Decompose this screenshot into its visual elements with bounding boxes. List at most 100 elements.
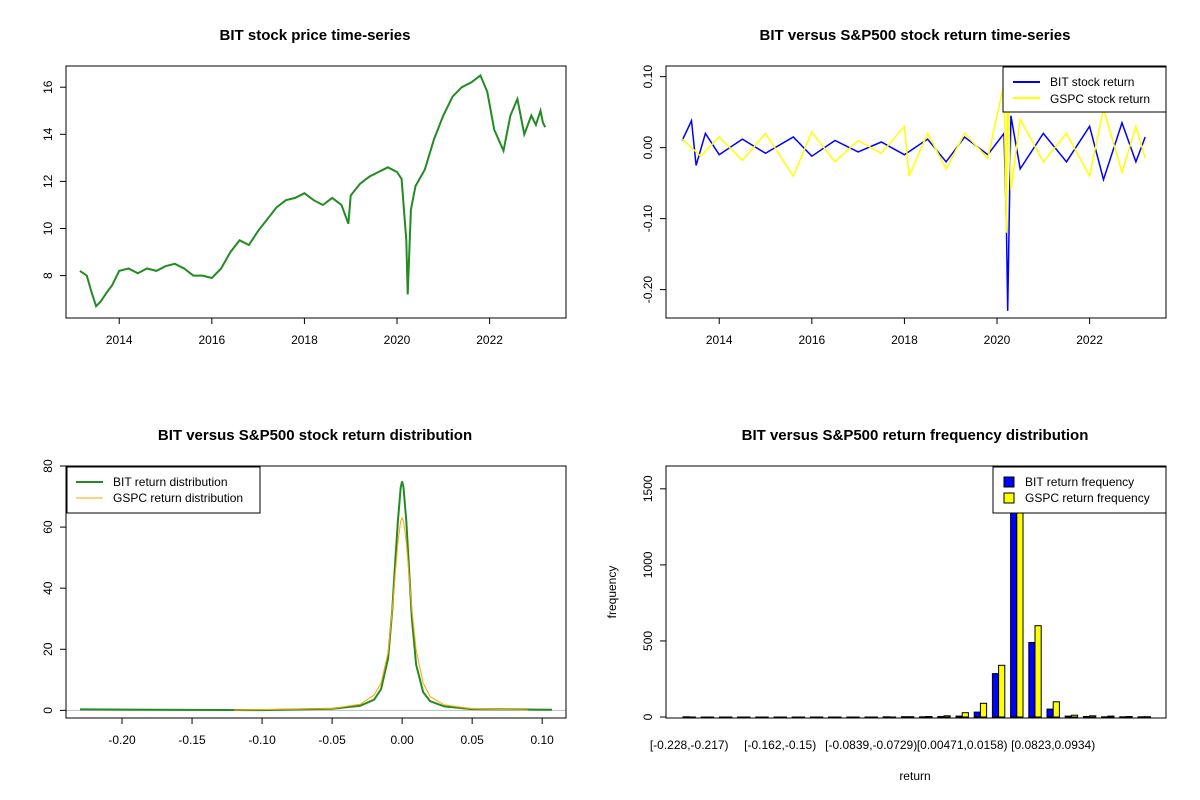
legend-label: GSPC return distribution: [113, 491, 243, 505]
bar-gspc: [779, 716, 787, 718]
bar-gspc: [761, 716, 769, 718]
x-tick-label: 0.10: [531, 733, 555, 747]
series-line-bit-price: [79, 73, 547, 309]
legend: BIT stock return GSPC stock return: [1002, 66, 1167, 113]
chart-title: BIT versus S&P500 return frequency distr…: [742, 427, 1089, 444]
bar-gspc: [834, 716, 842, 718]
bar-gspc: [725, 716, 733, 718]
bar-bit: [682, 716, 690, 718]
y-tick-label: 60: [41, 520, 55, 534]
bar-gspc: [979, 702, 988, 718]
bar-bit: [755, 716, 763, 718]
legend-box: [1002, 66, 1167, 113]
x-category-label: [0.00471,0.0158): [917, 738, 1008, 752]
legend-swatch-bit: [1003, 476, 1015, 488]
y-tick-label: 16: [41, 80, 55, 94]
legend-label: GSPC return frequency: [1025, 491, 1150, 505]
bar-gspc: [1016, 480, 1024, 718]
bar-gspc: [743, 716, 751, 718]
x-tick-label: -0.05: [318, 733, 346, 747]
x-tick-label: 2014: [106, 333, 133, 347]
bar-bit: [900, 716, 909, 718]
x-tick-label: 2020: [384, 333, 411, 347]
series-line-gspc-return: [681, 80, 1146, 233]
x-axis-label: return: [899, 769, 930, 783]
bar-bit: [1064, 715, 1072, 718]
bar-gspc: [907, 716, 915, 718]
y-tick-label: 500: [641, 631, 655, 651]
x-tick-label: 2018: [891, 333, 918, 347]
bar-gspc: [1089, 715, 1097, 718]
bar-gspc: [1107, 715, 1115, 718]
x-tick-label: -0.15: [178, 733, 206, 747]
legend-box: [66, 466, 261, 514]
y-tick-label: 80: [41, 459, 55, 473]
x-category-label: [0.0823,0.0934): [1011, 738, 1095, 752]
bar-gspc: [797, 716, 806, 718]
x-category-label: [-0.162,-0.15): [744, 738, 816, 752]
chart-title: BIT versus S&P500 stock return distribut…: [158, 427, 472, 444]
bar-bit: [991, 673, 1000, 718]
x-tick-label: 2022: [1076, 333, 1103, 347]
y-tick-label: 0: [641, 713, 655, 720]
bar-gspc: [870, 716, 878, 718]
legend-label: BIT stock return: [1050, 75, 1134, 89]
bar-bit: [700, 716, 708, 718]
y-tick-label: 20: [41, 642, 55, 656]
y-axis-label: frequency: [605, 566, 619, 619]
legend-label: BIT return frequency: [1025, 475, 1134, 489]
y-tick-label: 0.10: [641, 65, 655, 89]
bar-bit: [737, 716, 745, 718]
bar-gspc: [961, 712, 969, 718]
bar-bit: [1028, 642, 1036, 718]
y-tick-label: 0.00: [641, 136, 655, 160]
bar-bit: [973, 711, 981, 718]
plot-frame: [65, 465, 567, 719]
x-category-label: [-0.0839,-0.0729): [825, 738, 917, 752]
chart-title: BIT versus S&P500 stock return time-seri…: [760, 27, 1071, 44]
x-category-label: [-0.228,-0.217): [650, 738, 729, 752]
bar-gspc: [1143, 716, 1151, 718]
panel-price-timeseries: BIT stock price time-series 2014 2016 2018…: [41, 27, 567, 347]
x-tick-label: 0.00: [390, 733, 414, 747]
legend: BIT return frequency GSPC return frequen…: [992, 466, 1167, 514]
panel-return-timeseries: BIT versus S&P500 stock return time-seri…: [641, 27, 1167, 347]
bar-gspc: [998, 664, 1006, 718]
bar-bit: [1101, 716, 1109, 718]
y-tick-label: 1500: [641, 475, 655, 502]
y-tick-label: 12: [41, 174, 55, 188]
y-tick-label: 14: [41, 127, 55, 141]
bar-bit: [955, 715, 963, 718]
bar-bit: [809, 716, 818, 718]
legend-label: GSPC stock return: [1050, 92, 1150, 106]
plot-frame: [65, 65, 567, 319]
y-tick-label: 40: [41, 581, 55, 595]
panel-return-histogram: BIT versus S&P500 return frequency distr…: [605, 427, 1167, 783]
bar-bit: [1082, 716, 1091, 718]
legend-box: [992, 466, 1167, 514]
bar-gspc: [706, 716, 715, 718]
bar-bit: [864, 716, 872, 718]
bar-bit: [1119, 716, 1127, 718]
bar-gspc: [1052, 701, 1060, 718]
x-tick-label: 2022: [476, 333, 503, 347]
bar-bit: [791, 716, 799, 718]
y-tick-label: 10: [41, 222, 55, 236]
bar-gspc: [688, 716, 696, 718]
y-tick-label: -0.10: [641, 205, 655, 233]
legend-swatch-gspc: [1003, 492, 1015, 504]
legend-label: BIT return distribution: [113, 475, 228, 489]
bar-bit: [882, 716, 890, 718]
y-tick-label: 0: [41, 707, 55, 714]
x-tick-label: 2016: [198, 333, 225, 347]
x-tick-label: 0.05: [460, 733, 484, 747]
bar-bit: [718, 716, 727, 718]
x-tick-label: 2020: [984, 333, 1011, 347]
x-tick-label: 2016: [798, 333, 825, 347]
bar-bit: [773, 716, 781, 718]
x-tick-label: 2014: [706, 333, 733, 347]
legend: BIT return distribution GSPC return dist…: [66, 466, 261, 514]
y-tick-label: 8: [41, 272, 55, 279]
plot-frame: [665, 465, 1167, 719]
